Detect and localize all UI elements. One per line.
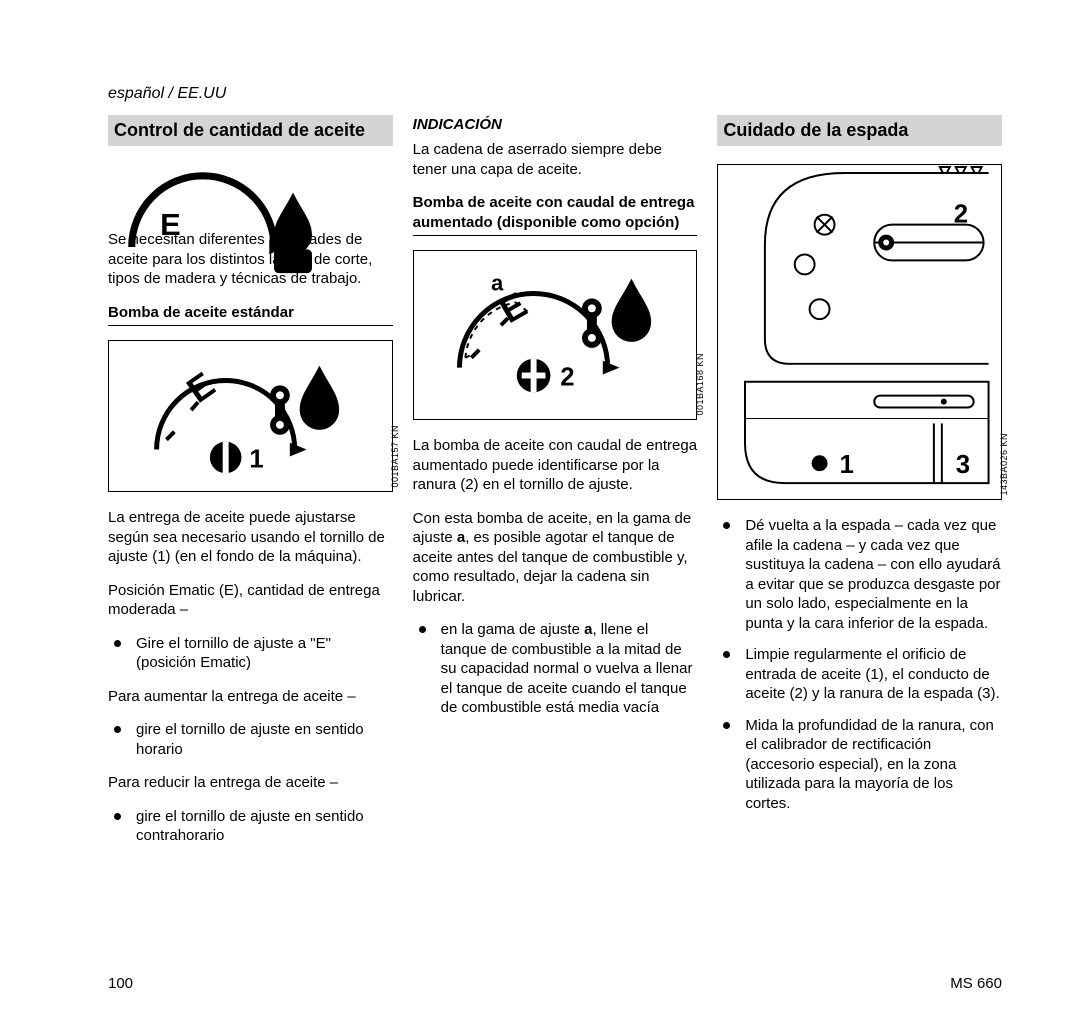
figure-ref: 001BA168 KN	[695, 353, 707, 416]
column-2: INDICACIÓN La cadena de aserrado siempre…	[413, 115, 698, 860]
locale-label: español / EE.UU	[108, 84, 1002, 105]
section-title-bar-care: Cuidado de la espada	[717, 115, 1002, 146]
paragraph: La entrega de aceite puede ajustarse seg…	[108, 508, 393, 567]
manual-page: español / EE.UU Control de cantidad de a…	[0, 0, 1080, 860]
paragraph: La bomba de aceite con caudal de entrega…	[413, 436, 698, 495]
bullet-list: en la gama de ajuste a, llene el tanque …	[413, 620, 698, 718]
subheading-standard-pump: Bomba de aceite estándar	[108, 303, 393, 327]
column-1: Control de cantidad de aceite E Se neces…	[108, 115, 393, 860]
list-item: Mida la profundidad de la ranura, con el…	[717, 716, 1002, 814]
figure-oil-augmented: a E 2 001	[413, 250, 698, 420]
model-label: MS 660	[950, 974, 1002, 994]
bullet-list: gire el tornillo de ajuste en sentido co…	[108, 807, 393, 846]
fig-num-1: 1	[249, 446, 263, 474]
fig-letter-e: E	[180, 365, 222, 411]
list-item: Gire el tornillo de ajuste a "E" (posici…	[108, 634, 393, 673]
fig-num-2: 2	[560, 364, 574, 392]
figure-oil-standard: E 1 001BA157 KN	[108, 340, 393, 492]
icon-letter-e: E	[160, 207, 181, 242]
list-item: Limpie regularmente el orificio de entra…	[717, 645, 1002, 704]
fig-num-1: 1	[840, 451, 854, 479]
fig-num-3: 3	[956, 451, 970, 479]
bullet-list: Gire el tornillo de ajuste a "E" (posici…	[108, 634, 393, 673]
page-footer: 100 MS 660	[108, 974, 1002, 994]
bullet-list: gire el tornillo de ajuste en sentido ho…	[108, 720, 393, 759]
list-item: gire el tornillo de ajuste en sentido co…	[108, 807, 393, 846]
subheading-augmented-pump: Bomba de aceite con caudal de entrega au…	[413, 193, 698, 236]
paragraph: Para aumentar la entrega de aceite –	[108, 687, 393, 707]
fig-num-2: 2	[954, 201, 968, 229]
bullet-list: Dé vuelta a la espada – cada vez que afi…	[717, 516, 1002, 813]
paragraph: Con esta bomba de aceite, en la gama de …	[413, 509, 698, 607]
columns: Control de cantidad de aceite E Se neces…	[108, 115, 1002, 860]
figure-ref: 143BA026 KN	[999, 433, 1011, 496]
figure-ref: 001BA157 KN	[390, 425, 402, 488]
oil-dial-icon: E	[108, 164, 393, 216]
paragraph: Para reducir la entrega de aceite –	[108, 773, 393, 793]
list-item: gire el tornillo de ajuste en sentido ho…	[108, 720, 393, 759]
column-3: Cuidado de la espada 2	[717, 115, 1002, 860]
figure-bar-care: 2 1 3	[717, 164, 1002, 500]
list-item: Dé vuelta a la espada – cada vez que afi…	[717, 516, 1002, 633]
section-title-oil-control: Control de cantidad de aceite	[108, 115, 393, 146]
paragraph: La cadena de aserrado siempre debe tener…	[413, 140, 698, 179]
page-number: 100	[108, 974, 133, 994]
paragraph: Posición Ematic (E), cantidad de entrega…	[108, 581, 393, 620]
notice-heading: INDICACIÓN	[413, 115, 698, 135]
list-item: en la gama de ajuste a, llene el tanque …	[413, 620, 698, 718]
